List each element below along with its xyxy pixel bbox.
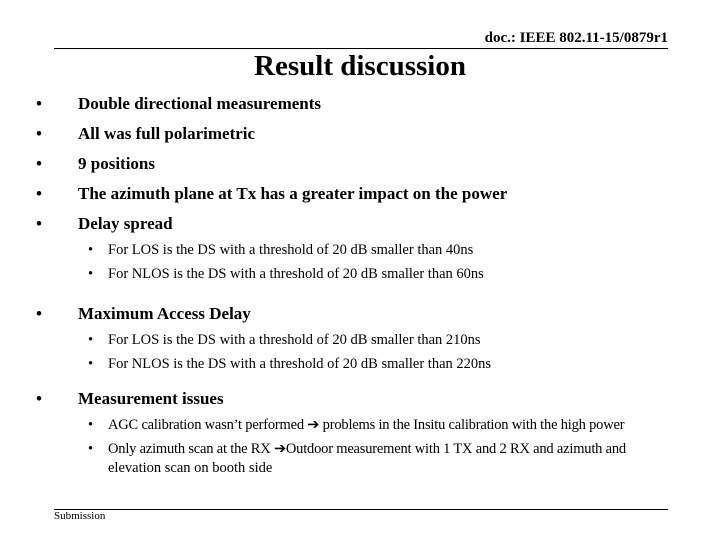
bullet-item: • 9 positions	[36, 154, 155, 174]
bullet-text: All was full polarimetric	[78, 124, 256, 143]
bullet-icon: •	[36, 124, 42, 143]
bullet-icon: •	[88, 356, 94, 372]
footer-label: Submission	[54, 510, 106, 522]
document-id: doc.: IEEE 802.11-15/0879r1	[484, 30, 668, 46]
sub-bullet-item: • For NLOS is the DS with a threshold of …	[88, 356, 492, 373]
sub-bullet-item: • For LOS is the DS with a threshold of 2…	[88, 332, 481, 349]
bullet-text: The azimuth plane at Tx has a greater im…	[78, 184, 508, 203]
sub-bullet-text: AGC calibration wasn’t performed ➔ probl…	[108, 417, 625, 433]
sub-bullet-item: • For LOS is the DS with a threshold of 2…	[88, 242, 474, 259]
bullet-text: Double directional measurements	[78, 94, 322, 113]
sub-bullet-text: Only azimuth scan at the RX ➔Outdoor mea…	[108, 441, 626, 457]
bullet-icon: •	[88, 441, 93, 457]
bullet-icon: •	[88, 417, 93, 433]
bullet-icon: •	[88, 266, 94, 282]
bullet-text: Delay spread	[78, 214, 173, 233]
bullet-icon: •	[88, 242, 94, 258]
bullet-icon: •	[36, 94, 42, 113]
sub-bullet-text: For NLOS is the DS with a threshold of 2…	[108, 356, 492, 372]
sub-bullet-continuation: elevation scan on booth side	[108, 460, 273, 476]
bullet-icon: •	[36, 304, 42, 323]
bullet-icon: •	[36, 184, 42, 203]
bullet-icon: •	[88, 332, 94, 348]
bullet-icon: •	[36, 154, 42, 173]
bullet-item: • Maximum Access Delay	[36, 304, 251, 324]
sub-bullet-item: • AGC calibration wasn’t performed ➔ prob…	[88, 417, 625, 434]
footer-rule	[54, 509, 668, 510]
bullet-item: • Measurement issues	[36, 389, 224, 409]
bullet-text: Measurement issues	[78, 389, 224, 408]
bullet-icon: •	[36, 389, 42, 408]
bullet-item: • Delay spread	[36, 214, 173, 234]
bullet-text: Maximum Access Delay	[78, 304, 251, 323]
bullet-text: 9 positions	[78, 154, 155, 173]
bullet-item: • All was full polarimetric	[36, 124, 256, 144]
sub-bullet-item: • Only azimuth scan at the RX ➔Outdoor me…	[88, 441, 626, 458]
sub-bullet-text: For LOS is the DS with a threshold of 20…	[108, 332, 481, 348]
bullet-icon: •	[36, 214, 42, 233]
sub-bullet-text: For NLOS is the DS with a threshold of 2…	[108, 266, 484, 282]
header-rule	[54, 48, 668, 49]
sub-bullet-text: For LOS is the DS with a threshold of 20…	[108, 242, 474, 258]
slide-title: Result discussion	[254, 50, 466, 82]
bullet-item: • The azimuth plane at Tx has a greater i…	[36, 184, 508, 204]
sub-bullet-item: • For NLOS is the DS with a threshold of …	[88, 266, 484, 283]
bullet-item: • Double directional measurements	[36, 94, 322, 114]
